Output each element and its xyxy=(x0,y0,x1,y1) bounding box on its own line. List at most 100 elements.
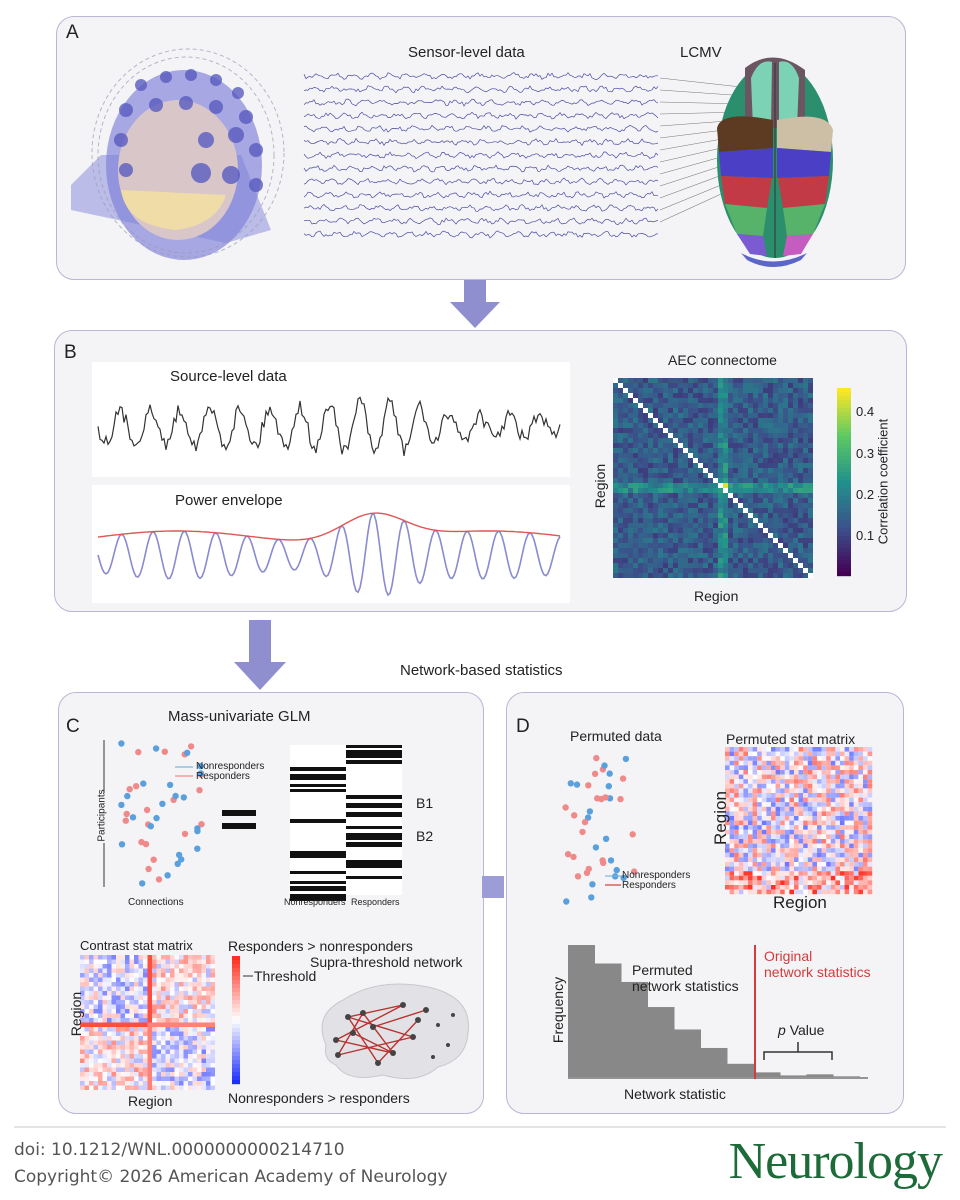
contrast-cell xyxy=(188,1009,193,1014)
permuted-cell xyxy=(830,811,836,816)
contrast-cell xyxy=(210,1000,215,1005)
permuted-cell xyxy=(863,797,868,803)
contrast-cell xyxy=(179,977,184,982)
permuted-cell xyxy=(725,774,730,780)
permuted-cell xyxy=(734,751,739,757)
aec-cell xyxy=(703,453,708,458)
permuted-cell xyxy=(738,839,744,844)
permuted-cell xyxy=(775,760,781,766)
aec-cell xyxy=(808,438,813,443)
aec-cell xyxy=(623,493,628,498)
permuted-cell xyxy=(844,797,850,803)
contrast-cell xyxy=(156,1031,161,1036)
permuted-cell xyxy=(807,880,813,885)
contrast-cell xyxy=(188,977,193,982)
aec-cell xyxy=(778,548,783,553)
aec-cell xyxy=(763,458,768,463)
aec-cell xyxy=(798,513,803,518)
contrast-cell xyxy=(125,1085,130,1090)
aec-cell xyxy=(688,543,693,548)
aec-cell xyxy=(618,498,623,503)
glm-dot xyxy=(152,745,160,752)
contrast-cell xyxy=(84,995,89,1000)
permuted-cell xyxy=(821,848,827,853)
aec-cell xyxy=(618,568,623,573)
contrast-cell xyxy=(156,1081,161,1086)
aec-cell xyxy=(633,558,638,563)
aec-cell xyxy=(783,563,788,568)
aec-cell xyxy=(748,398,753,403)
permuted-cell xyxy=(867,848,873,853)
design-bar xyxy=(290,784,346,787)
aec-cell xyxy=(713,518,718,523)
colorbar-segment xyxy=(837,436,851,441)
aec-cell xyxy=(803,488,808,493)
permuted-cell xyxy=(826,834,831,839)
contrast-cell xyxy=(192,1004,197,1009)
permuted-cell xyxy=(830,774,836,780)
contrast-cell xyxy=(102,1063,107,1068)
aec-cell xyxy=(748,513,753,518)
aec-cell xyxy=(758,503,763,508)
aec-cell xyxy=(683,403,688,408)
permuted-cell xyxy=(807,747,813,752)
permuted-cell xyxy=(867,760,873,766)
permuted-cell xyxy=(775,889,781,895)
aec-cell xyxy=(628,533,633,538)
aec-cell xyxy=(643,448,648,453)
aec-cell xyxy=(773,443,778,448)
aec-cell xyxy=(803,503,808,508)
aec-cell xyxy=(623,433,628,438)
permuted-cell xyxy=(748,806,753,812)
permuted-cell xyxy=(743,829,748,835)
aec-cell xyxy=(708,393,713,398)
aec-cell xyxy=(668,503,673,508)
aec-cell xyxy=(808,378,813,383)
contrast-cell xyxy=(111,1036,116,1041)
permuted-cell xyxy=(817,880,822,885)
permuted-cell xyxy=(840,783,845,789)
aec-cell xyxy=(613,478,618,483)
aec-cell xyxy=(708,563,713,568)
contrast-cell xyxy=(192,955,197,960)
aec-cell xyxy=(703,573,708,578)
contrast-cell xyxy=(201,991,206,996)
contrast-cell xyxy=(107,1027,112,1032)
contrast-colorbar-segment xyxy=(232,964,240,969)
contrast-cell xyxy=(102,1000,107,1005)
aec-cell xyxy=(728,418,733,423)
permuted-cell xyxy=(766,793,771,798)
aec-cell xyxy=(708,403,713,408)
aec-cell xyxy=(743,393,748,398)
aec-cell xyxy=(628,543,633,548)
aec-cell xyxy=(658,423,663,428)
contrast-cell xyxy=(183,1067,188,1072)
aec-cell xyxy=(713,473,718,478)
permuted-cell xyxy=(858,862,863,867)
permuted-cell xyxy=(752,834,758,839)
aec-cell xyxy=(658,493,663,498)
aec-cell xyxy=(708,488,713,493)
contrast-cell xyxy=(161,982,166,987)
permuted-cell xyxy=(835,825,840,830)
aec-cell xyxy=(723,558,728,563)
contrast-cell xyxy=(84,1081,89,1086)
permuted-cell xyxy=(784,802,790,807)
contrast-cell xyxy=(206,1009,211,1014)
permuted-cell xyxy=(734,862,739,867)
contrast-cell xyxy=(188,986,193,991)
aec-cell xyxy=(758,388,763,393)
permuted-dot xyxy=(607,857,615,864)
aec-cell xyxy=(668,548,673,553)
contrast-cell xyxy=(102,1040,107,1045)
aec-cell xyxy=(733,443,738,448)
contrast-cell xyxy=(197,1004,202,1009)
aec-cell xyxy=(728,398,733,403)
contrast-cell xyxy=(161,973,166,978)
permuted-cell xyxy=(826,788,831,793)
permuted-cell xyxy=(826,811,831,816)
aec-cell xyxy=(718,568,723,573)
colorbar-segment xyxy=(837,472,851,477)
aec-cell xyxy=(688,448,693,453)
aec-cell xyxy=(693,533,698,538)
